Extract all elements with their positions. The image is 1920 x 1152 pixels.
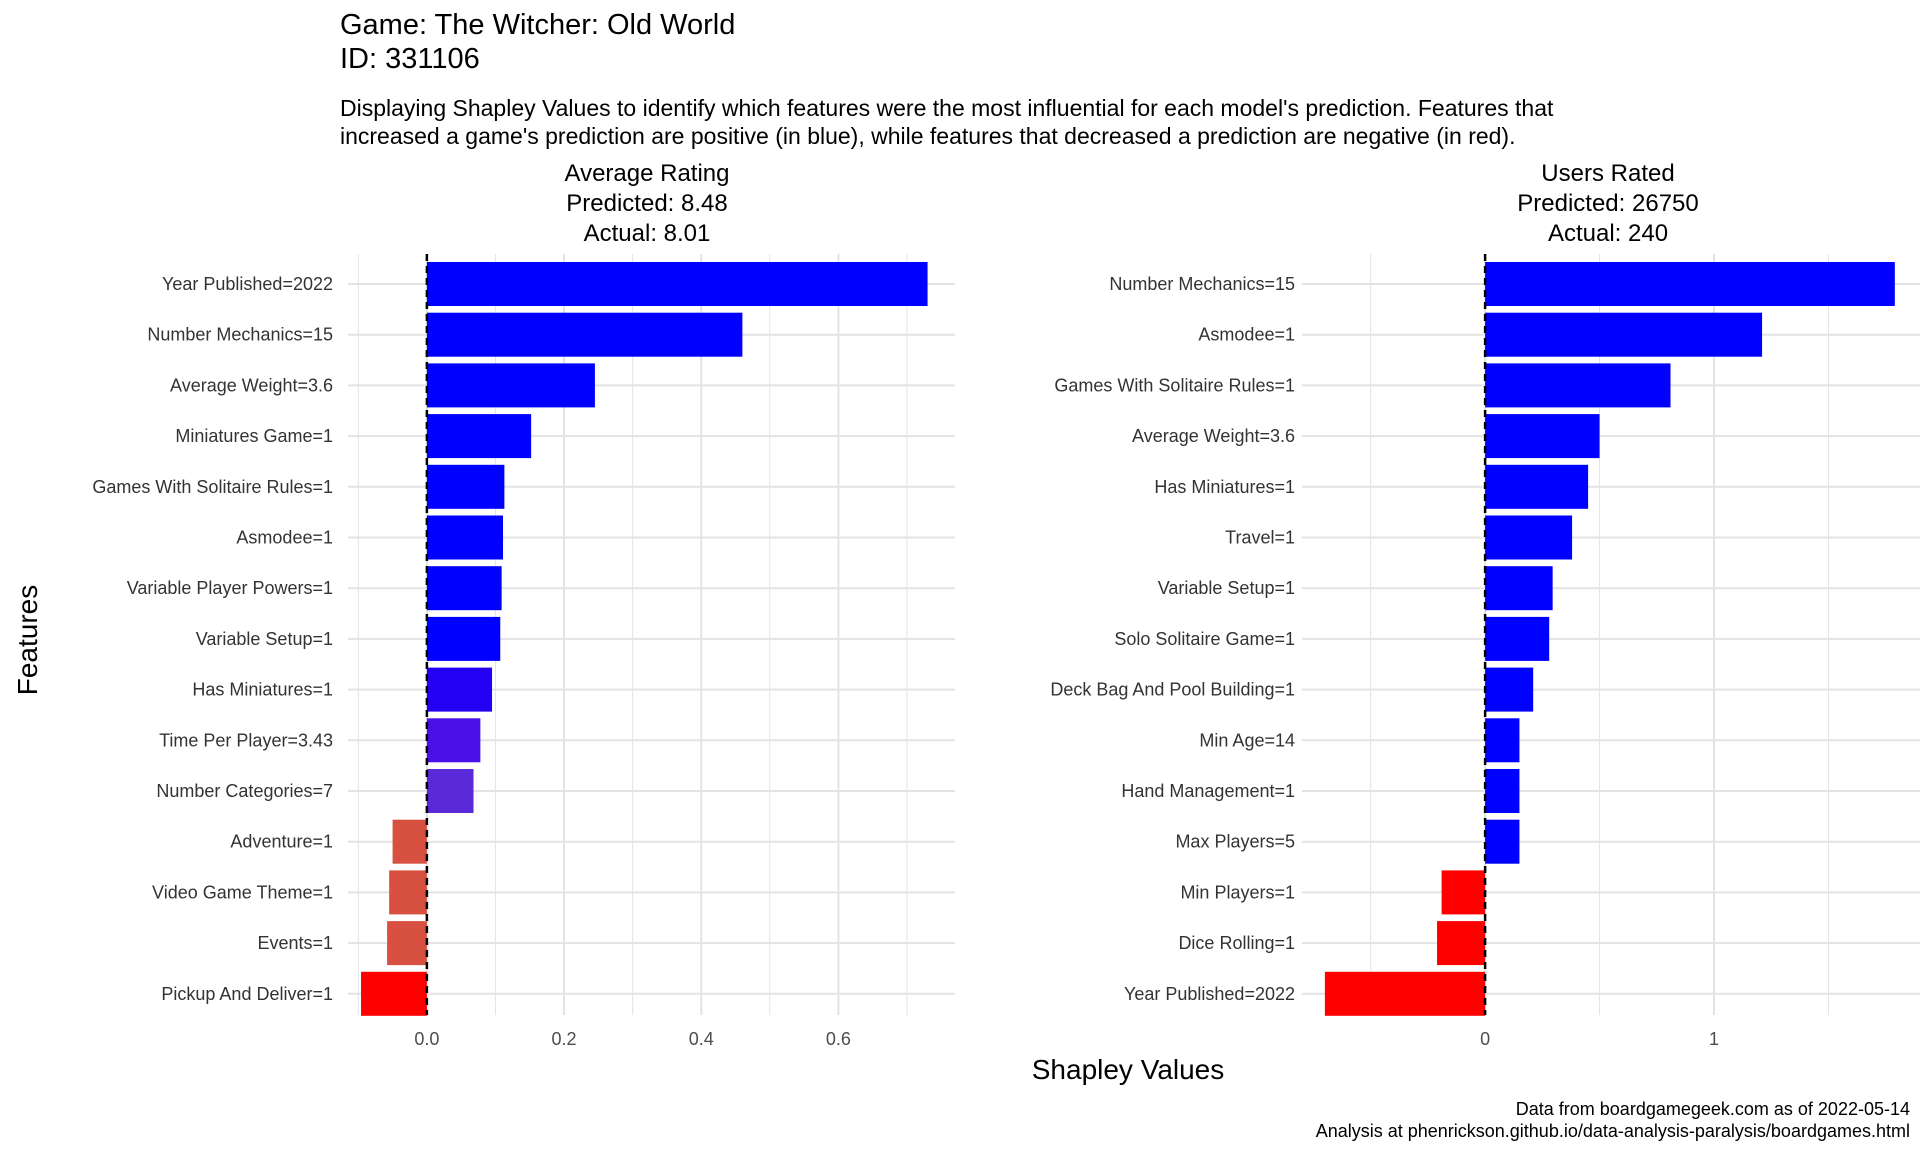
x-tick-label: 0.4	[689, 1029, 714, 1049]
category-label: Max Players=5	[1175, 832, 1295, 852]
bar	[389, 870, 427, 915]
category-label: Dice Rolling=1	[1178, 933, 1295, 953]
category-label: Adventure=1	[230, 832, 333, 852]
bar	[426, 464, 505, 509]
bar	[1485, 414, 1600, 459]
bar	[426, 667, 493, 712]
category-label: Miniatures Game=1	[175, 426, 333, 446]
category-label: Deck Bag And Pool Building=1	[1050, 680, 1295, 700]
x-axis-title: Shapley Values	[1032, 1054, 1225, 1085]
category-label: Min Age=14	[1199, 730, 1295, 750]
chart-subtitle: Displaying Shapley Values to identify wh…	[340, 94, 1900, 150]
bar	[1485, 616, 1550, 661]
bar	[1485, 464, 1589, 509]
x-tick-label: 0.2	[552, 1029, 577, 1049]
subtitle-line-2: increased a game's prediction are positi…	[340, 123, 1516, 149]
category-label: Has Miniatures=1	[1154, 477, 1295, 497]
bar	[1441, 870, 1486, 915]
bar	[1485, 819, 1520, 864]
category-label: Time Per Player=3.43	[159, 730, 333, 750]
bar	[426, 414, 532, 459]
panel-title-line: Predicted: 26750	[1517, 190, 1698, 217]
bar	[426, 616, 501, 661]
bar	[1324, 971, 1486, 1016]
category-label: Asmodee=1	[1198, 325, 1295, 345]
y-axis-title: Features	[12, 585, 43, 696]
category-label: Pickup And Deliver=1	[161, 984, 333, 1004]
bar	[1485, 566, 1553, 611]
category-label: Has Miniatures=1	[192, 680, 333, 700]
panel-title-line: Actual: 8.01	[584, 220, 711, 247]
bar	[426, 363, 595, 408]
bar	[1485, 363, 1671, 408]
bar	[1485, 262, 1895, 306]
category-label: Asmodee=1	[236, 528, 333, 548]
x-tick-label: 0.6	[826, 1029, 851, 1049]
caption-line-1: Data from boardgamegeek.com as of 2022-0…	[1515, 1099, 1910, 1119]
category-label: Year Published=2022	[1124, 984, 1295, 1004]
panel-title-line: Predicted: 8.48	[566, 190, 727, 217]
category-label: Travel=1	[1225, 528, 1295, 548]
category-label: Variable Setup=1	[1158, 578, 1295, 598]
bar	[426, 718, 481, 763]
bar	[426, 262, 928, 306]
category-label: Number Mechanics=15	[1109, 274, 1295, 294]
bar	[361, 971, 427, 1016]
panel-average-rating: Average Rating Predicted: 8.48 Actual: 8.0…	[92, 160, 955, 1049]
bar	[387, 921, 427, 966]
category-label: Solo Solitaire Game=1	[1114, 629, 1295, 649]
category-label: Number Categories=7	[156, 781, 333, 801]
category-label: Variable Setup=1	[196, 629, 333, 649]
category-label: Games With Solitaire Rules=1	[1054, 375, 1295, 395]
bar	[392, 819, 427, 864]
category-label: Variable Player Powers=1	[127, 578, 333, 598]
category-label: Games With Solitaire Rules=1	[92, 477, 333, 497]
category-label: Number Mechanics=15	[147, 325, 333, 345]
category-label: Min Players=1	[1180, 882, 1295, 902]
category-label: Events=1	[257, 933, 333, 953]
x-tick-label: 0	[1480, 1029, 1490, 1049]
panel-users-rated: Users Rated Predicted: 26750 Actual: 240 Nu…	[1050, 160, 1920, 1049]
category-label: Average Weight=3.6	[170, 375, 333, 395]
bar	[1485, 769, 1520, 813]
category-label: Year Published=2022	[162, 274, 333, 294]
bar	[426, 566, 502, 611]
chart-title-line-2: ID: 331106	[340, 43, 480, 75]
bar	[426, 312, 743, 357]
chart-title-line-1: Game: The Witcher: Old World	[340, 9, 736, 41]
bar	[426, 769, 474, 813]
category-label: Average Weight=3.6	[1132, 426, 1295, 446]
caption-line-2: Analysis at phenrickson.github.io/data-a…	[1315, 1121, 1910, 1141]
bar	[426, 515, 504, 560]
x-tick-label: 0.0	[414, 1029, 439, 1049]
subtitle-line-1: Displaying Shapley Values to identify wh…	[340, 95, 1554, 121]
panel-title-line: Average Rating	[565, 160, 730, 187]
category-label: Video Game Theme=1	[152, 882, 333, 902]
bar	[1485, 312, 1763, 357]
bar	[1485, 515, 1573, 560]
x-tick-label: 1	[1709, 1029, 1719, 1049]
panel-title-line: Actual: 240	[1548, 220, 1668, 247]
bar	[1437, 921, 1486, 966]
category-label: Hand Management=1	[1121, 781, 1295, 801]
bar	[1485, 667, 1534, 712]
panel-title-line: Users Rated	[1541, 160, 1674, 187]
bar	[1485, 718, 1520, 763]
